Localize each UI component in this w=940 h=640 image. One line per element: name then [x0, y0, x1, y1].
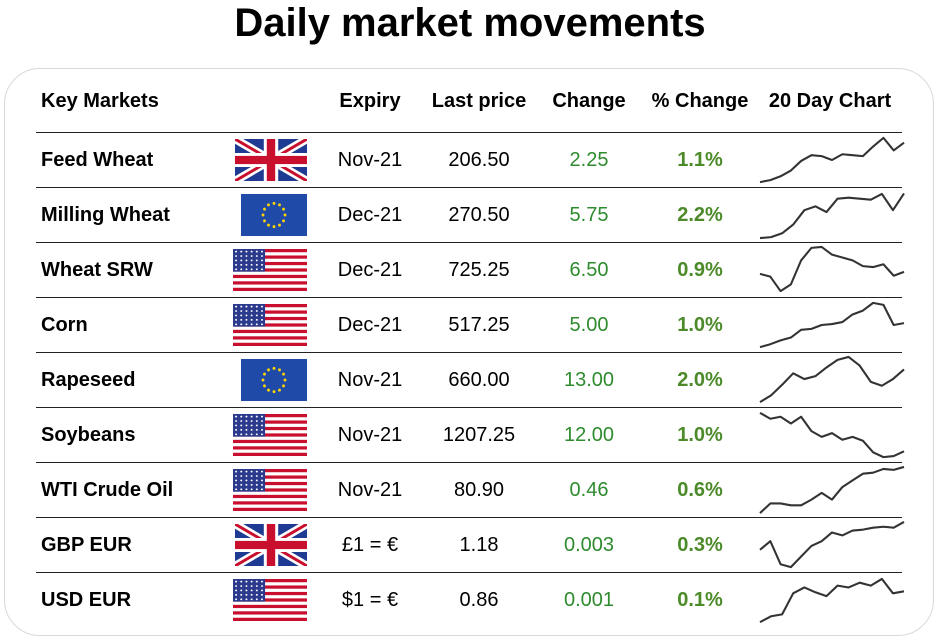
sparkline-chart	[759, 575, 905, 625]
sparkline-chart	[759, 300, 905, 350]
change-cell: 13.00	[563, 369, 615, 391]
row-divider	[36, 297, 902, 298]
change-cell: 5.75	[569, 204, 609, 226]
row-divider	[36, 572, 902, 573]
expiry-cell: Nov-21	[337, 149, 403, 171]
last-price-cell: 80.90	[453, 479, 505, 501]
uk-flag-icon	[235, 524, 307, 566]
pct-change-cell: 2.0%	[677, 369, 723, 391]
expiry-cell: Nov-21	[337, 369, 403, 391]
row-divider	[36, 462, 902, 463]
header-20-day-chart: 20 Day Chart	[768, 90, 892, 112]
uk-flag-icon	[235, 139, 307, 181]
last-price-cell: 660.00	[448, 369, 510, 391]
row-divider	[36, 242, 902, 243]
sparkline-chart	[759, 355, 905, 405]
pct-change-cell: 0.6%	[677, 479, 723, 501]
pct-change-cell: 2.2%	[677, 204, 723, 226]
change-cell: 5.00	[569, 314, 609, 336]
row-divider	[36, 132, 902, 133]
header-pct-change: % Change	[651, 90, 749, 112]
last-price-cell: 1207.25	[442, 424, 516, 446]
header-last-price: Last price	[431, 90, 527, 112]
us-flag-icon	[233, 469, 307, 511]
sparkline-chart	[759, 135, 905, 185]
sparkline-chart	[759, 465, 905, 515]
sparkline-line	[759, 465, 905, 514]
expiry-cell: £1 = €	[341, 534, 399, 556]
sparkline-chart	[759, 520, 905, 570]
change-cell: 6.50	[569, 259, 609, 281]
sparkline-line	[759, 192, 905, 240]
change-cell: 0.46	[569, 479, 609, 501]
expiry-cell: Nov-21	[337, 424, 403, 446]
row-divider	[36, 517, 902, 518]
pct-change-cell: 0.3%	[677, 534, 723, 556]
sparkline-chart	[759, 190, 905, 240]
sparkline-line	[759, 577, 905, 624]
us-flag-icon	[233, 579, 307, 621]
pct-change-cell: 0.1%	[677, 589, 723, 611]
eu-flag-icon	[241, 194, 307, 236]
pct-change-cell: 1.1%	[677, 149, 723, 171]
market-name: WTI Crude Oil	[41, 479, 174, 501]
change-cell: 12.00	[563, 424, 615, 446]
change-cell: 2.25	[569, 149, 609, 171]
eu-flag-icon	[241, 359, 307, 401]
pct-change-cell: 0.9%	[677, 259, 723, 281]
market-name: Feed Wheat	[41, 149, 154, 171]
expiry-cell: $1 = €	[341, 589, 399, 611]
sparkline-chart	[759, 410, 905, 460]
last-price-cell: 206.50	[448, 149, 510, 171]
row-divider	[36, 352, 902, 353]
last-price-cell: 0.86	[459, 589, 499, 611]
header-key-markets: Key Markets	[41, 90, 159, 112]
market-name: GBP EUR	[41, 534, 132, 556]
last-price-cell: 1.18	[459, 534, 499, 556]
change-cell: 0.003	[563, 534, 615, 556]
expiry-cell: Dec-21	[337, 314, 403, 336]
sparkline-chart	[759, 245, 905, 295]
sparkline-line	[759, 411, 905, 459]
sparkline-line	[759, 245, 905, 293]
sparkline-line	[759, 136, 905, 184]
market-name: Rapeseed	[41, 369, 136, 391]
expiry-cell: Dec-21	[337, 259, 403, 281]
us-flag-icon	[233, 304, 307, 346]
header-change: Change	[552, 90, 626, 112]
pct-change-cell: 1.0%	[677, 424, 723, 446]
market-name: Soybeans	[41, 424, 136, 446]
sparkline-line	[759, 521, 905, 569]
sparkline-line	[759, 355, 905, 404]
us-flag-icon	[233, 414, 307, 456]
last-price-cell: 725.25	[448, 259, 510, 281]
change-cell: 0.001	[563, 589, 615, 611]
expiry-cell: Dec-21	[337, 204, 403, 226]
pct-change-cell: 1.0%	[677, 314, 723, 336]
market-name: Corn	[41, 314, 88, 336]
last-price-cell: 517.25	[448, 314, 510, 336]
page-title: Daily market movements	[234, 1, 706, 45]
header-expiry: Expiry	[339, 90, 401, 112]
market-name: Milling Wheat	[41, 204, 170, 226]
row-divider	[36, 407, 902, 408]
row-divider	[36, 187, 902, 188]
market-name: USD EUR	[41, 589, 132, 611]
last-price-cell: 270.50	[448, 204, 510, 226]
us-flag-icon	[233, 249, 307, 291]
market-name: Wheat SRW	[41, 259, 153, 281]
expiry-cell: Nov-21	[337, 479, 403, 501]
sparkline-line	[759, 301, 905, 349]
